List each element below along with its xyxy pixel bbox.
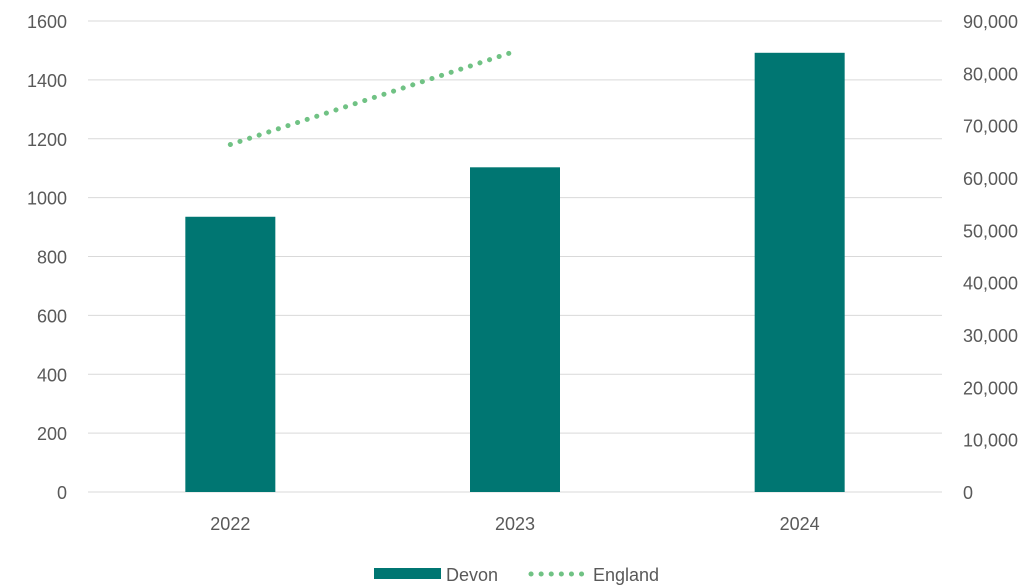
left-tick-label: 1200 (27, 130, 67, 150)
left-tick-label: 800 (37, 248, 67, 268)
x-tick-label: 2023 (495, 514, 535, 534)
right-tick-label: 60,000 (963, 169, 1018, 189)
bar-devon-2023 (470, 167, 560, 492)
right-tick-label: 90,000 (963, 12, 1018, 32)
legend-label-devon: Devon (446, 565, 498, 585)
left-tick-label: 1000 (27, 189, 67, 209)
left-tick-label: 400 (37, 365, 67, 385)
legend-label-england: England (593, 565, 659, 585)
england-series-line (227, 48, 518, 148)
legend-swatch-devon (374, 568, 441, 579)
right-axis-ticks: 0 10,000 20,000 30,000 40,000 50,000 60,000 70,… (963, 12, 1018, 503)
right-tick-label: 0 (963, 483, 973, 503)
england-line (227, 48, 518, 148)
bar-devon-2024 (754, 52, 845, 492)
left-tick-label: 0 (57, 483, 67, 503)
right-tick-label: 70,000 (963, 117, 1018, 137)
x-tick-label: 2024 (780, 514, 820, 534)
x-tick-label: 2022 (210, 514, 250, 534)
bar-devon-2022 (185, 216, 276, 492)
right-tick-label: 40,000 (963, 274, 1018, 294)
right-tick-label: 50,000 (963, 221, 1018, 241)
devon-bars (185, 52, 845, 492)
right-tick-label: 10,000 (963, 431, 1018, 451)
right-tick-label: 30,000 (963, 326, 1018, 346)
left-axis-ticks: 0 200 400 600 800 1000 1200 1400 1600 (27, 12, 67, 503)
left-tick-label: 1600 (27, 12, 67, 32)
right-tick-label: 80,000 (963, 64, 1018, 84)
right-tick-label: 20,000 (963, 378, 1018, 398)
left-tick-label: 200 (37, 424, 67, 444)
left-tick-label: 600 (37, 306, 67, 326)
x-axis-ticks: 2022 2023 2024 (210, 514, 819, 534)
left-tick-label: 1400 (27, 71, 67, 91)
legend: Devon England (374, 565, 659, 585)
